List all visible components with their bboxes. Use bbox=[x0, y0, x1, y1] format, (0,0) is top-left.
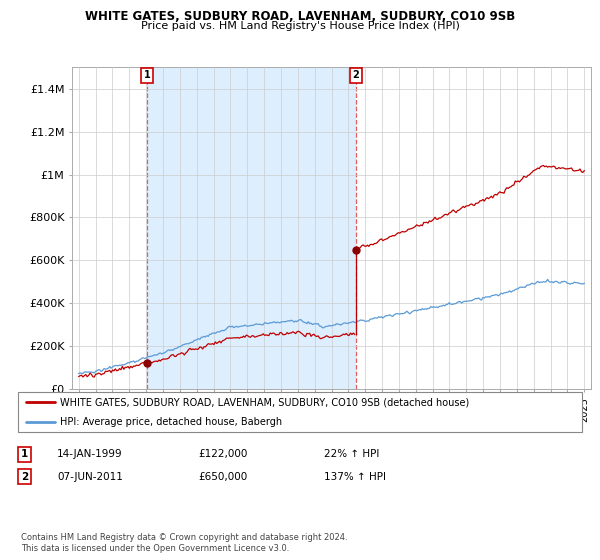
FancyBboxPatch shape bbox=[18, 392, 582, 432]
Text: 137% ↑ HPI: 137% ↑ HPI bbox=[324, 472, 386, 482]
Text: WHITE GATES, SUDBURY ROAD, LAVENHAM, SUDBURY, CO10 9SB (detached house): WHITE GATES, SUDBURY ROAD, LAVENHAM, SUD… bbox=[60, 397, 470, 407]
Text: 22% ↑ HPI: 22% ↑ HPI bbox=[324, 449, 379, 459]
Text: Price paid vs. HM Land Registry's House Price Index (HPI): Price paid vs. HM Land Registry's House … bbox=[140, 21, 460, 31]
Text: 07-JUN-2011: 07-JUN-2011 bbox=[57, 472, 123, 482]
Text: HPI: Average price, detached house, Babergh: HPI: Average price, detached house, Babe… bbox=[60, 417, 283, 427]
Text: 1: 1 bbox=[21, 449, 28, 459]
Text: £650,000: £650,000 bbox=[198, 472, 247, 482]
Text: £122,000: £122,000 bbox=[198, 449, 247, 459]
Text: 2: 2 bbox=[352, 70, 359, 80]
Text: WHITE GATES, SUDBURY ROAD, LAVENHAM, SUDBURY, CO10 9SB: WHITE GATES, SUDBURY ROAD, LAVENHAM, SUD… bbox=[85, 10, 515, 23]
Bar bbox=[147, 67, 356, 389]
Text: 1: 1 bbox=[143, 70, 150, 80]
Text: Contains HM Land Registry data © Crown copyright and database right 2024.
This d: Contains HM Land Registry data © Crown c… bbox=[21, 533, 347, 553]
Text: 14-JAN-1999: 14-JAN-1999 bbox=[57, 449, 122, 459]
Text: 2: 2 bbox=[21, 472, 28, 482]
